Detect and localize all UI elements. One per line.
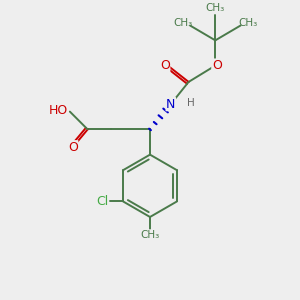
- Text: O: O: [160, 59, 170, 72]
- Text: CH₃: CH₃: [173, 17, 192, 28]
- Text: CH₃: CH₃: [206, 3, 225, 13]
- Text: CH₃: CH₃: [140, 230, 160, 240]
- Text: HO: HO: [49, 103, 68, 117]
- Text: N: N: [166, 98, 176, 111]
- Text: O: O: [212, 59, 222, 72]
- Text: Cl: Cl: [96, 195, 108, 208]
- Text: H: H: [187, 98, 195, 108]
- Text: O: O: [68, 141, 78, 154]
- Text: CH₃: CH₃: [238, 17, 258, 28]
